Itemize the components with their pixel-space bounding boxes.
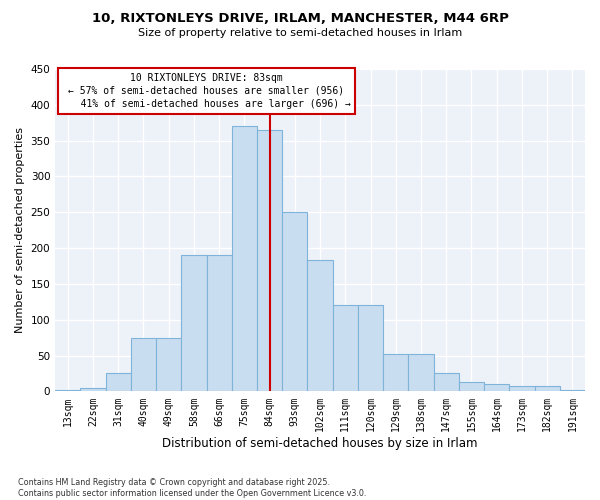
Bar — [332, 306, 358, 392]
Bar — [535, 386, 560, 392]
Bar — [409, 354, 434, 392]
Bar — [232, 126, 257, 392]
Bar — [560, 390, 585, 392]
Bar — [206, 255, 232, 392]
Text: Size of property relative to semi-detached houses in Irlam: Size of property relative to semi-detach… — [138, 28, 462, 38]
Bar — [459, 382, 484, 392]
Bar — [358, 306, 383, 392]
Bar — [383, 354, 409, 392]
Bar — [484, 384, 509, 392]
Bar — [307, 260, 332, 392]
Bar — [106, 374, 131, 392]
Bar — [257, 130, 282, 392]
Bar — [156, 338, 181, 392]
Bar — [509, 386, 535, 392]
Bar — [131, 338, 156, 392]
Bar — [80, 388, 106, 392]
Text: 10, RIXTONLEYS DRIVE, IRLAM, MANCHESTER, M44 6RP: 10, RIXTONLEYS DRIVE, IRLAM, MANCHESTER,… — [92, 12, 508, 26]
Bar — [282, 212, 307, 392]
Y-axis label: Number of semi-detached properties: Number of semi-detached properties — [15, 127, 25, 333]
Bar — [181, 255, 206, 392]
X-axis label: Distribution of semi-detached houses by size in Irlam: Distribution of semi-detached houses by … — [163, 437, 478, 450]
Text: Contains HM Land Registry data © Crown copyright and database right 2025.
Contai: Contains HM Land Registry data © Crown c… — [18, 478, 367, 498]
Bar — [55, 390, 80, 392]
Text: 10 RIXTONLEYS DRIVE: 83sqm
← 57% of semi-detached houses are smaller (956)
   41: 10 RIXTONLEYS DRIVE: 83sqm ← 57% of semi… — [62, 72, 350, 109]
Bar — [434, 374, 459, 392]
